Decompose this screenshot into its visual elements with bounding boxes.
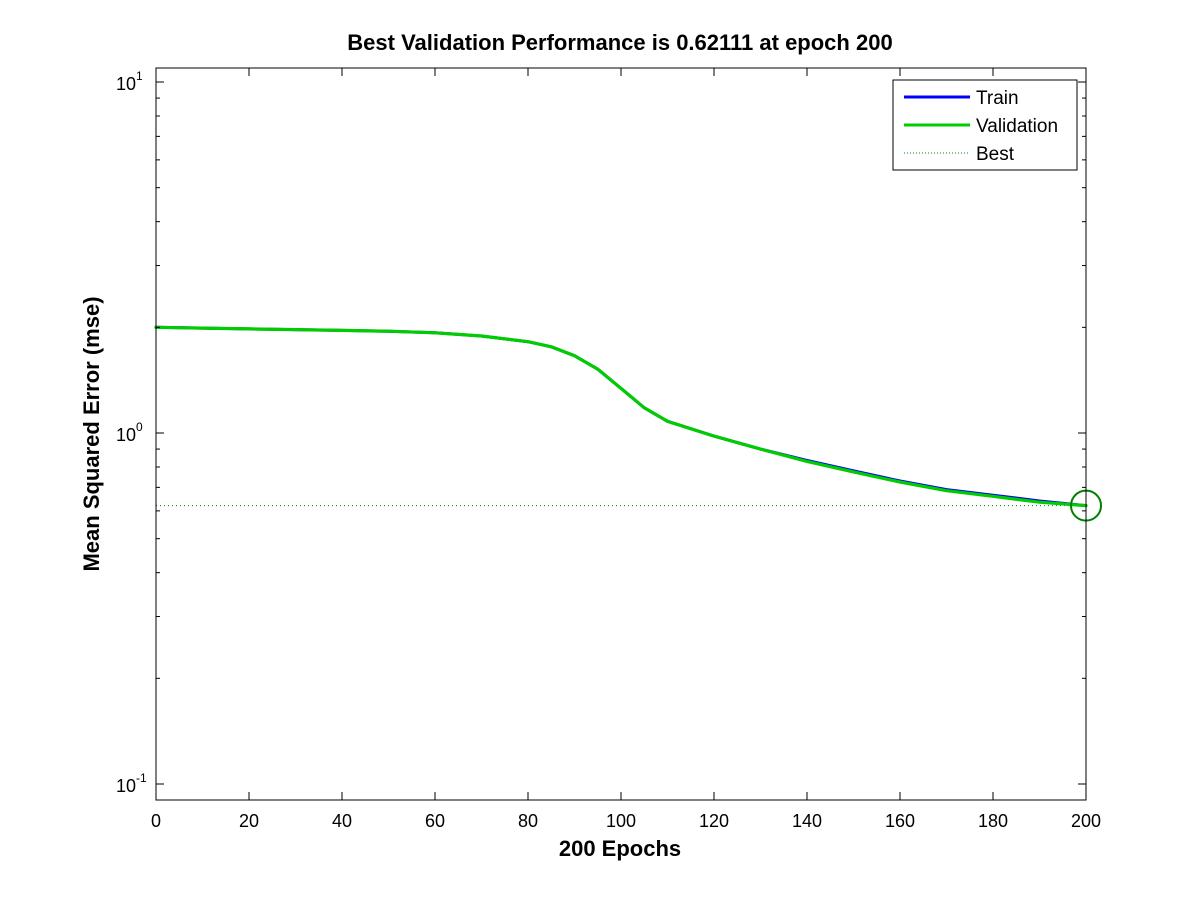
x-tick-label: 200 — [1071, 811, 1101, 831]
y-tick-label-base: 10 — [116, 74, 136, 94]
y-tick-label: 10 -1 — [116, 771, 147, 796]
x-tick-label: 80 — [518, 811, 538, 831]
chart-title: Best Validation Performance is 0.62111 a… — [347, 30, 892, 55]
x-tick-label: 100 — [606, 811, 636, 831]
legend-label-validation: Validation — [976, 116, 1058, 137]
x-tick-label: 0 — [151, 811, 161, 831]
y-tick-label-base: 10 — [116, 425, 136, 445]
x-tick-label: 60 — [425, 811, 445, 831]
y-tick-label-exponent: 0 — [136, 420, 143, 434]
x-axis-ticks: 0 20 40 60 80 100 120 140 160 180 200 — [151, 68, 1101, 831]
y-tick-label-exponent: -1 — [136, 771, 147, 785]
legend-label-train: Train — [976, 88, 1019, 109]
x-tick-label: 120 — [699, 811, 729, 831]
series-lines — [154, 325, 1088, 508]
x-tick-label: 180 — [978, 811, 1008, 831]
y-axis-label: Mean Squared Error (mse) — [79, 296, 104, 571]
legend: Train Validation Best — [892, 79, 1078, 171]
x-tick-label: 160 — [885, 811, 915, 831]
x-tick-label: 20 — [239, 811, 259, 831]
best-lines — [156, 68, 1087, 800]
x-tick-label: 140 — [792, 811, 822, 831]
y-tick-label-exponent: 1 — [136, 69, 143, 83]
y-tick-label-base: 10 — [116, 776, 136, 796]
x-axis-label: 200 Epochs — [559, 836, 681, 861]
series-line-validation — [154, 325, 1088, 508]
y-tick-label: 10 1 — [116, 69, 143, 94]
plot-area — [156, 68, 1086, 800]
legend-label-best: Best — [976, 144, 1015, 165]
y-tick-label: 10 0 — [116, 420, 143, 445]
x-tick-label: 40 — [332, 811, 352, 831]
